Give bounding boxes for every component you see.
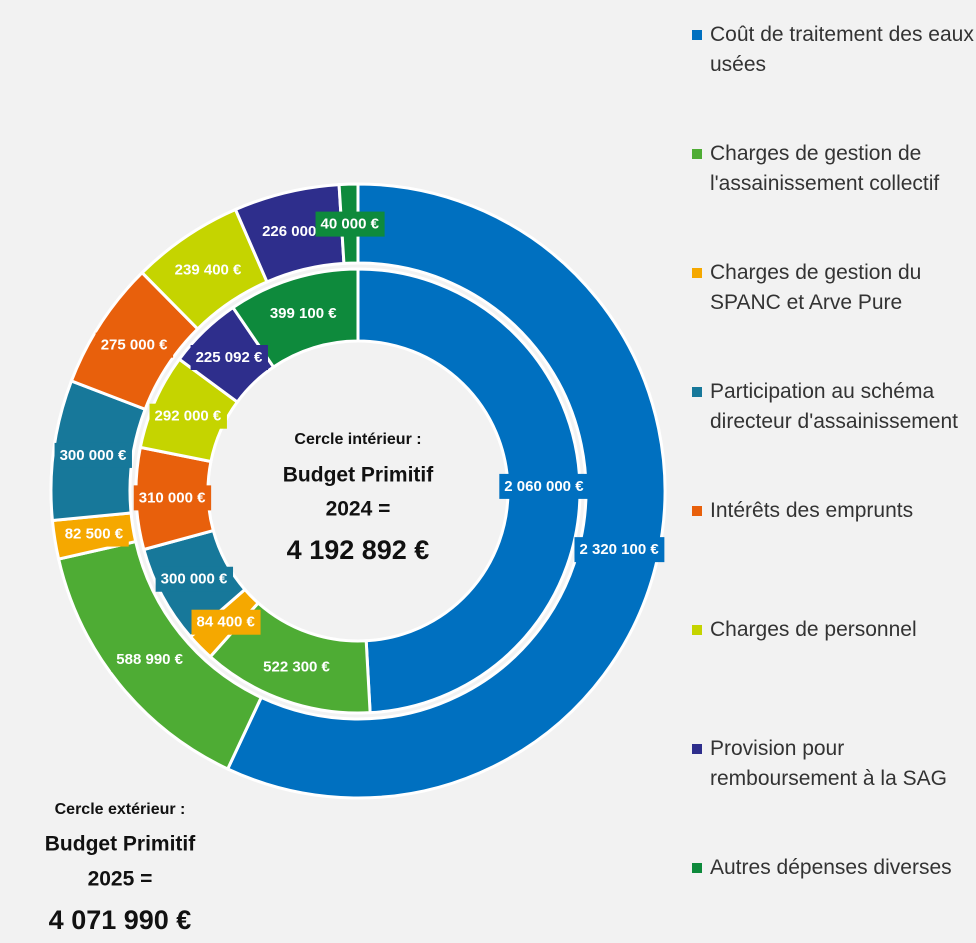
legend-item: Charges de gestion du SPANC et Arve Pure bbox=[692, 258, 976, 318]
data-label-text: 292 000 € bbox=[155, 408, 222, 425]
data-label-box bbox=[191, 609, 261, 635]
legend-label: Coût de traitement des eaux usées bbox=[710, 23, 974, 76]
data-label-box bbox=[190, 345, 268, 371]
data-label: 40 000 € bbox=[315, 211, 385, 237]
data-label-box bbox=[315, 211, 385, 237]
data-label-box bbox=[169, 257, 248, 283]
data-label-text: 2 320 100 € bbox=[579, 541, 659, 558]
legend-swatch bbox=[692, 387, 702, 397]
annotation: 4 071 990 € bbox=[49, 905, 192, 935]
data-label-text: 300 000 € bbox=[60, 447, 127, 464]
annotation: 2024 = bbox=[326, 498, 391, 521]
legend-swatch bbox=[692, 149, 702, 159]
annotation: Budget Primitif bbox=[283, 464, 435, 487]
legend-swatch bbox=[692, 506, 702, 516]
legend-item: Provision pour remboursement à la SAG bbox=[692, 734, 976, 794]
annotation: 4 192 892 € bbox=[287, 535, 430, 565]
data-label: 84 400 € bbox=[191, 609, 261, 635]
legend-item: Participation au schéma directeur d'assa… bbox=[692, 377, 976, 437]
data-label: 2 060 000 € bbox=[499, 473, 590, 499]
legend-swatch bbox=[692, 863, 702, 873]
annotation: Cercle extérieur : bbox=[55, 801, 186, 818]
legend-swatch bbox=[692, 744, 702, 754]
data-label: 292 000 € bbox=[149, 403, 227, 429]
data-label: 2 320 100 € bbox=[574, 537, 665, 563]
data-label: 310 000 € bbox=[133, 485, 212, 511]
donut-slice bbox=[225, 182, 667, 800]
data-label-box bbox=[499, 473, 590, 499]
data-label-box bbox=[111, 646, 189, 672]
data-label: 225 092 € bbox=[190, 345, 268, 371]
data-label-box bbox=[149, 403, 227, 429]
legend-label: Charges de gestion de l'assainissement c… bbox=[710, 142, 940, 195]
data-label: 522 300 € bbox=[258, 654, 336, 680]
data-label-box bbox=[258, 654, 336, 680]
data-label-text: 588 990 € bbox=[116, 651, 183, 668]
data-label: 399 100 € bbox=[264, 301, 343, 327]
data-label-text: 84 400 € bbox=[197, 614, 256, 631]
legend-swatch bbox=[692, 625, 702, 635]
data-label: 300 000 € bbox=[155, 566, 234, 592]
data-label-text: 522 300 € bbox=[263, 659, 330, 676]
data-label-box bbox=[133, 485, 212, 511]
data-label-text: 310 000 € bbox=[139, 489, 206, 506]
data-label-box bbox=[59, 521, 129, 547]
data-label-text: 239 400 € bbox=[175, 261, 242, 278]
legend-label: Participation au schéma directeur d'assa… bbox=[710, 380, 958, 433]
data-label-box bbox=[95, 332, 174, 358]
data-label-text: 300 000 € bbox=[161, 571, 228, 588]
legend-item: Charges de personnel bbox=[692, 615, 976, 645]
legend-label: Charges de gestion du SPANC et Arve Pure bbox=[710, 261, 922, 314]
data-label: 239 400 € bbox=[169, 257, 248, 283]
legend-label: Provision pour remboursement à la SAG bbox=[710, 737, 947, 790]
data-label-text: 2 060 000 € bbox=[504, 478, 584, 495]
legend-item: Autres dépenses diverses bbox=[692, 853, 976, 883]
data-label: 275 000 € bbox=[95, 332, 174, 358]
data-label-text: 82 500 € bbox=[65, 526, 124, 543]
annotation: Budget Primitif bbox=[45, 833, 197, 856]
data-label-text: 225 092 € bbox=[196, 349, 263, 366]
legend-label: Intérêts des emprunts bbox=[710, 499, 914, 522]
data-label: 588 990 € bbox=[111, 646, 189, 672]
legend-swatch bbox=[692, 30, 702, 40]
data-label-box bbox=[574, 537, 665, 563]
donut-slice bbox=[356, 267, 582, 715]
data-label: 82 500 € bbox=[59, 521, 129, 547]
annotation: Cercle intérieur : bbox=[294, 431, 421, 448]
legend-swatch bbox=[692, 268, 702, 278]
data-label-text: 399 100 € bbox=[270, 305, 337, 322]
data-label-text: 40 000 € bbox=[321, 216, 380, 233]
data-label-text: 275 000 € bbox=[101, 337, 168, 354]
data-label-box bbox=[264, 301, 343, 327]
legend-item: Intérêts des emprunts bbox=[692, 496, 976, 526]
legend-item: Coût de traitement des eaux usées bbox=[692, 20, 976, 80]
legend-item: Charges de gestion de l'assainissement c… bbox=[692, 139, 976, 199]
data-label-box bbox=[54, 442, 132, 468]
annotation: 2025 = bbox=[88, 868, 153, 891]
data-label: 300 000 € bbox=[54, 442, 132, 468]
legend-label: Autres dépenses diverses bbox=[710, 856, 952, 879]
data-label-box bbox=[155, 566, 234, 592]
legend-label: Charges de personnel bbox=[710, 618, 917, 641]
data-label-text: 226 000 € bbox=[262, 223, 329, 240]
